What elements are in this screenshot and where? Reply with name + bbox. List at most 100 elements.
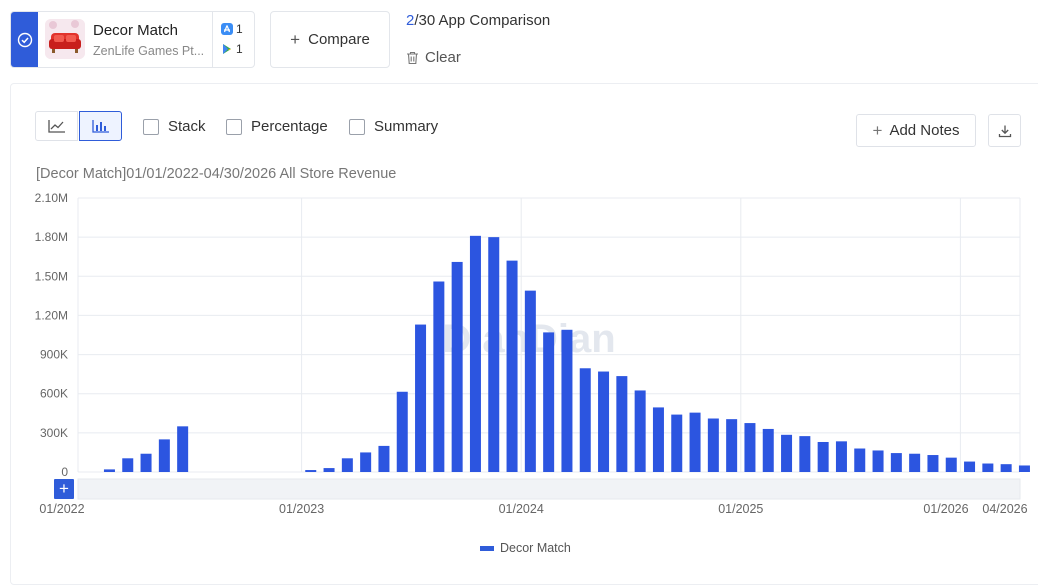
android-count: 1 xyxy=(236,42,243,56)
legend-swatch xyxy=(480,545,494,551)
bar xyxy=(982,463,994,472)
trash-icon xyxy=(407,51,418,64)
plus-icon: + xyxy=(290,29,301,49)
plus-icon: + xyxy=(872,120,883,140)
bar xyxy=(652,407,664,472)
bar xyxy=(598,371,610,472)
add-notes-label: Add Notes xyxy=(889,122,960,139)
bar xyxy=(469,235,481,472)
google-play-icon xyxy=(223,44,231,54)
bar xyxy=(451,261,463,472)
bar xyxy=(726,419,738,472)
bar xyxy=(890,453,902,472)
checkbox-box[interactable] xyxy=(349,118,365,135)
bar xyxy=(396,391,408,472)
legend-label: Decor Match xyxy=(500,541,571,555)
range-slider-expand-button[interactable] xyxy=(54,479,74,499)
bar xyxy=(671,414,683,472)
bar xyxy=(543,332,555,472)
chart-title: [Decor Match]01/01/2022-04/30/2026 All S… xyxy=(36,166,397,182)
y-tick-label: 1.50M xyxy=(35,269,68,283)
percentage-checkbox[interactable]: Percentage xyxy=(226,118,328,135)
clear-button[interactable]: Clear xyxy=(406,49,461,66)
plus-icon: + xyxy=(59,479,69,498)
bar xyxy=(762,428,774,472)
bar xyxy=(140,453,152,472)
download-icon xyxy=(998,125,1011,137)
bar xyxy=(506,260,518,472)
y-tick-label: 300K xyxy=(40,426,68,440)
comparison-count-rest: /30 App Comparison xyxy=(414,12,551,29)
bar xyxy=(909,453,921,472)
bar xyxy=(378,445,390,472)
bar xyxy=(305,470,317,472)
chart-legend[interactable]: Decor Match xyxy=(480,541,571,555)
summary-checkbox[interactable]: Summary xyxy=(349,118,438,135)
range-slider xyxy=(77,478,1021,500)
y-tick-label: 1.20M xyxy=(35,308,68,322)
x-tick-label: 01/2026 xyxy=(923,502,968,516)
comparison-count: 2/30 App Comparison xyxy=(406,12,550,29)
y-tick-label: 0 xyxy=(61,465,68,479)
bar xyxy=(927,455,939,472)
y-tick-label: 2.10M xyxy=(35,191,68,205)
compare-button[interactable]: + Compare xyxy=(270,11,390,68)
bar xyxy=(122,458,134,472)
x-tick-label: 01/2024 xyxy=(499,502,544,516)
bar xyxy=(817,441,829,472)
chart-panel xyxy=(10,83,1038,585)
summary-label: Summary xyxy=(374,118,439,135)
line-chart-toggle[interactable] xyxy=(35,111,78,141)
y-tick-label: 600K xyxy=(40,387,68,401)
bar xyxy=(744,423,756,472)
bar xyxy=(835,441,847,472)
bar xyxy=(579,368,591,472)
bar xyxy=(799,436,811,472)
bar xyxy=(854,448,866,472)
app-store-icon xyxy=(221,23,233,35)
bar xyxy=(616,376,628,472)
line-chart-icon xyxy=(47,120,65,133)
download-button[interactable] xyxy=(988,114,1021,147)
bar xyxy=(341,458,353,472)
ios-count: 1 xyxy=(236,22,243,36)
x-tick-label: 01/2022 xyxy=(39,502,84,516)
stack-label: Stack xyxy=(168,118,206,135)
app-name: Decor Match xyxy=(93,22,179,39)
app-card[interactable]: Decor Match ZenLife Games Pt... 1 1 xyxy=(10,11,255,68)
bar xyxy=(872,450,884,472)
android-store-count: 1 xyxy=(221,42,243,56)
bar-chart-toggle[interactable] xyxy=(79,111,122,141)
x-tick-label: 01/2023 xyxy=(279,502,324,516)
bar xyxy=(945,457,957,472)
comparison-count-current: 2 xyxy=(406,12,415,29)
bar xyxy=(177,426,189,472)
bar xyxy=(360,452,372,472)
checkbox-box[interactable] xyxy=(143,118,159,135)
y-tick-label: 900K xyxy=(40,348,68,362)
bar xyxy=(707,418,719,472)
bar xyxy=(781,434,793,472)
percentage-label: Percentage xyxy=(251,118,328,135)
bar xyxy=(1018,465,1030,472)
bar xyxy=(561,329,573,472)
add-notes-button[interactable]: + Add Notes xyxy=(856,114,976,147)
revenue-bar-chart: 0300K600K900K1.20M1.50M1.80M2.10MDianDia… xyxy=(35,191,1030,516)
bar xyxy=(323,468,335,472)
checkbox-box[interactable] xyxy=(226,118,242,135)
x-tick-label: 04/2026 xyxy=(982,502,1027,516)
bar xyxy=(488,237,500,472)
clear-label: Clear xyxy=(425,49,461,66)
bar xyxy=(524,290,536,472)
bar xyxy=(689,412,701,472)
y-tick-label: 1.80M xyxy=(35,230,68,244)
x-tick-label: 01/2025 xyxy=(718,502,763,516)
compare-label: Compare xyxy=(308,31,370,48)
bar xyxy=(964,461,976,472)
ios-store-count: 1 xyxy=(221,22,243,36)
bar xyxy=(158,439,170,472)
stack-checkbox[interactable]: Stack xyxy=(143,118,206,135)
bar xyxy=(433,281,445,472)
selected-check-icon[interactable] xyxy=(11,12,38,67)
bar xyxy=(415,324,427,472)
